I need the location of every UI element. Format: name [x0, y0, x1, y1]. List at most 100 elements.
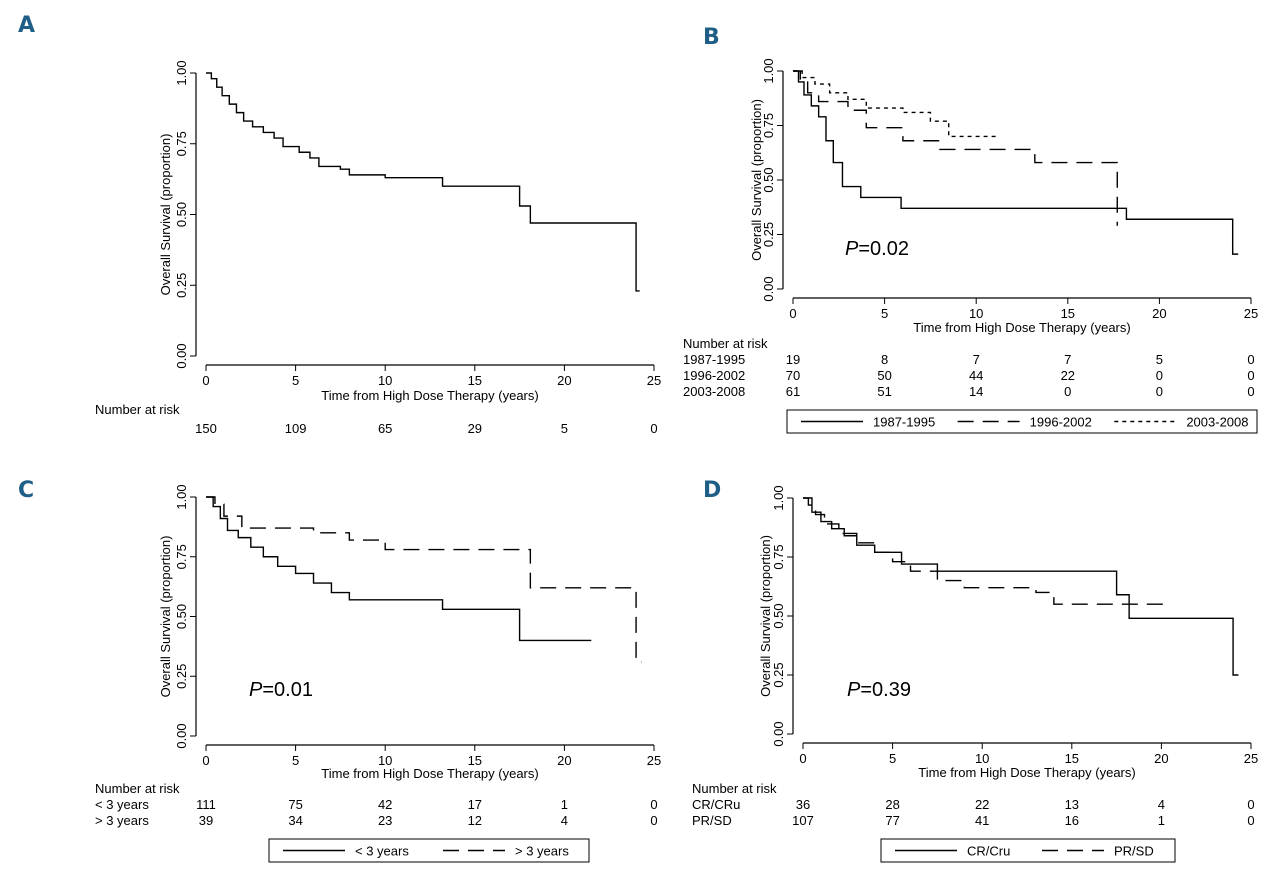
y-tick-label: 0.75 [174, 544, 189, 569]
y-tick-label: 0.25 [174, 273, 189, 298]
risk-value: 50 [877, 368, 891, 383]
p-value-number: =0.39 [860, 679, 911, 701]
risk-value: 65 [378, 421, 392, 436]
risk-value: 16 [1065, 813, 1079, 828]
p-value: P=0.02 [845, 238, 909, 260]
y-tick-label: 1.00 [174, 60, 189, 85]
x-tick-label: 10 [378, 753, 392, 768]
y-axis-label: Overall Survival (proportion) [158, 134, 173, 296]
x-tick-label: 5 [292, 753, 299, 768]
panel-a: A 0.00 0.25 0.50 0.75 1.00 0 5 10 15 20 25 Overall S… [18, 13, 661, 436]
legend-box [268, 838, 590, 863]
y-tick-label: 0.00 [174, 723, 189, 748]
risk-row-label: 1996-2002 [683, 368, 745, 383]
legend-label: 1996-2002 [1030, 415, 1092, 430]
risk-value: 150 [195, 421, 217, 436]
risk-value: 8 [881, 352, 888, 367]
x-tick-label: 10 [378, 373, 392, 388]
x-tick-label: 20 [1152, 306, 1166, 321]
risk-value: 42 [378, 797, 392, 812]
risk-value: 12 [468, 813, 482, 828]
risk-table-title: Number at risk [95, 402, 180, 417]
risk-value: 77 [885, 813, 899, 828]
x-axis-label: Time from High Dose Therapy (years) [913, 320, 1130, 335]
risk-value: 111 [196, 797, 216, 812]
x-tick-label: 20 [557, 753, 571, 768]
x-tick-label: 0 [789, 306, 796, 321]
risk-value: 19 [786, 352, 800, 367]
legend-label: < 3 years [355, 844, 409, 859]
y-tick-label: 0.25 [174, 664, 189, 689]
panel-label: B [703, 25, 720, 50]
risk-row-label: 2003-2008 [683, 384, 745, 399]
survival-curve-2003-2008 [793, 70, 999, 138]
y-tick-label: 0.00 [761, 276, 776, 301]
risk-value: 1 [1158, 813, 1165, 828]
risk-value: 22 [1061, 368, 1075, 383]
survival-curve--3-years [206, 496, 592, 642]
risk-value: 34 [288, 813, 302, 828]
x-tick-label: 25 [647, 753, 661, 768]
y-tick-label: 0.25 [771, 662, 786, 687]
x-axis-label: Time from High Dose Therapy (years) [918, 765, 1135, 780]
legend-label: > 3 years [515, 844, 569, 859]
y-tick-label: 0.00 [771, 721, 786, 746]
y-tick-label: 0.75 [174, 131, 189, 156]
y-tick-label: 1.00 [771, 485, 786, 510]
p-value: P=0.39 [847, 679, 911, 701]
panel-label: D [703, 478, 721, 503]
risk-table-title: Number at risk [683, 336, 768, 351]
risk-value: 28 [885, 797, 899, 812]
y-tick-label: 1.00 [761, 58, 776, 83]
p-value-symbol: P [845, 238, 859, 260]
x-tick-label: 20 [1154, 751, 1168, 766]
p-value-symbol: P [847, 679, 861, 701]
x-tick-label: 5 [292, 373, 299, 388]
p-value-symbol: P [249, 679, 263, 701]
x-tick-label: 20 [557, 373, 571, 388]
risk-value: 107 [792, 813, 814, 828]
risk-value: 0 [650, 797, 657, 812]
legend-box [880, 838, 1176, 863]
risk-table-title: Number at risk [95, 781, 180, 796]
risk-value: 41 [975, 813, 989, 828]
risk-value: 7 [973, 352, 980, 367]
p-value-number: =0.01 [262, 679, 313, 701]
risk-value: 7 [1064, 352, 1071, 367]
y-axis-label: Overall Survival (proportion) [758, 535, 773, 697]
survival-curve-all-patients [206, 72, 640, 292]
legend-label: PR/SD [1114, 844, 1154, 859]
risk-value: 109 [285, 421, 307, 436]
x-tick-label: 0 [202, 753, 209, 768]
panel-label: C [18, 478, 34, 503]
survival-curve-1996-2002 [793, 70, 1118, 226]
risk-value: 1 [561, 797, 568, 812]
risk-value: 0 [650, 421, 657, 436]
x-tick-label: 25 [1244, 751, 1258, 766]
risk-value: 0 [1247, 352, 1254, 367]
risk-value: 22 [975, 797, 989, 812]
risk-value: 0 [1156, 384, 1163, 399]
y-tick-label: 0.75 [761, 113, 776, 138]
risk-value: 0 [1064, 384, 1071, 399]
risk-value: 0 [1156, 368, 1163, 383]
risk-value: 0 [1247, 368, 1254, 383]
risk-value: 23 [378, 813, 392, 828]
risk-value: 4 [561, 813, 568, 828]
risk-row-label: > 3 years [95, 813, 149, 828]
p-value: P=0.01 [249, 679, 313, 701]
y-tick-label: 0.00 [174, 343, 189, 368]
legend-label: CR/Cru [967, 844, 1010, 859]
x-tick-label: 15 [1065, 751, 1079, 766]
risk-value: 0 [1247, 384, 1254, 399]
risk-value: 51 [877, 384, 891, 399]
legend-label: 1987-1995 [873, 415, 935, 430]
x-tick-label: 15 [1061, 306, 1075, 321]
risk-row-label: < 3 years [95, 797, 149, 812]
risk-table-title: Number at risk [692, 781, 777, 796]
risk-value: 5 [561, 421, 568, 436]
